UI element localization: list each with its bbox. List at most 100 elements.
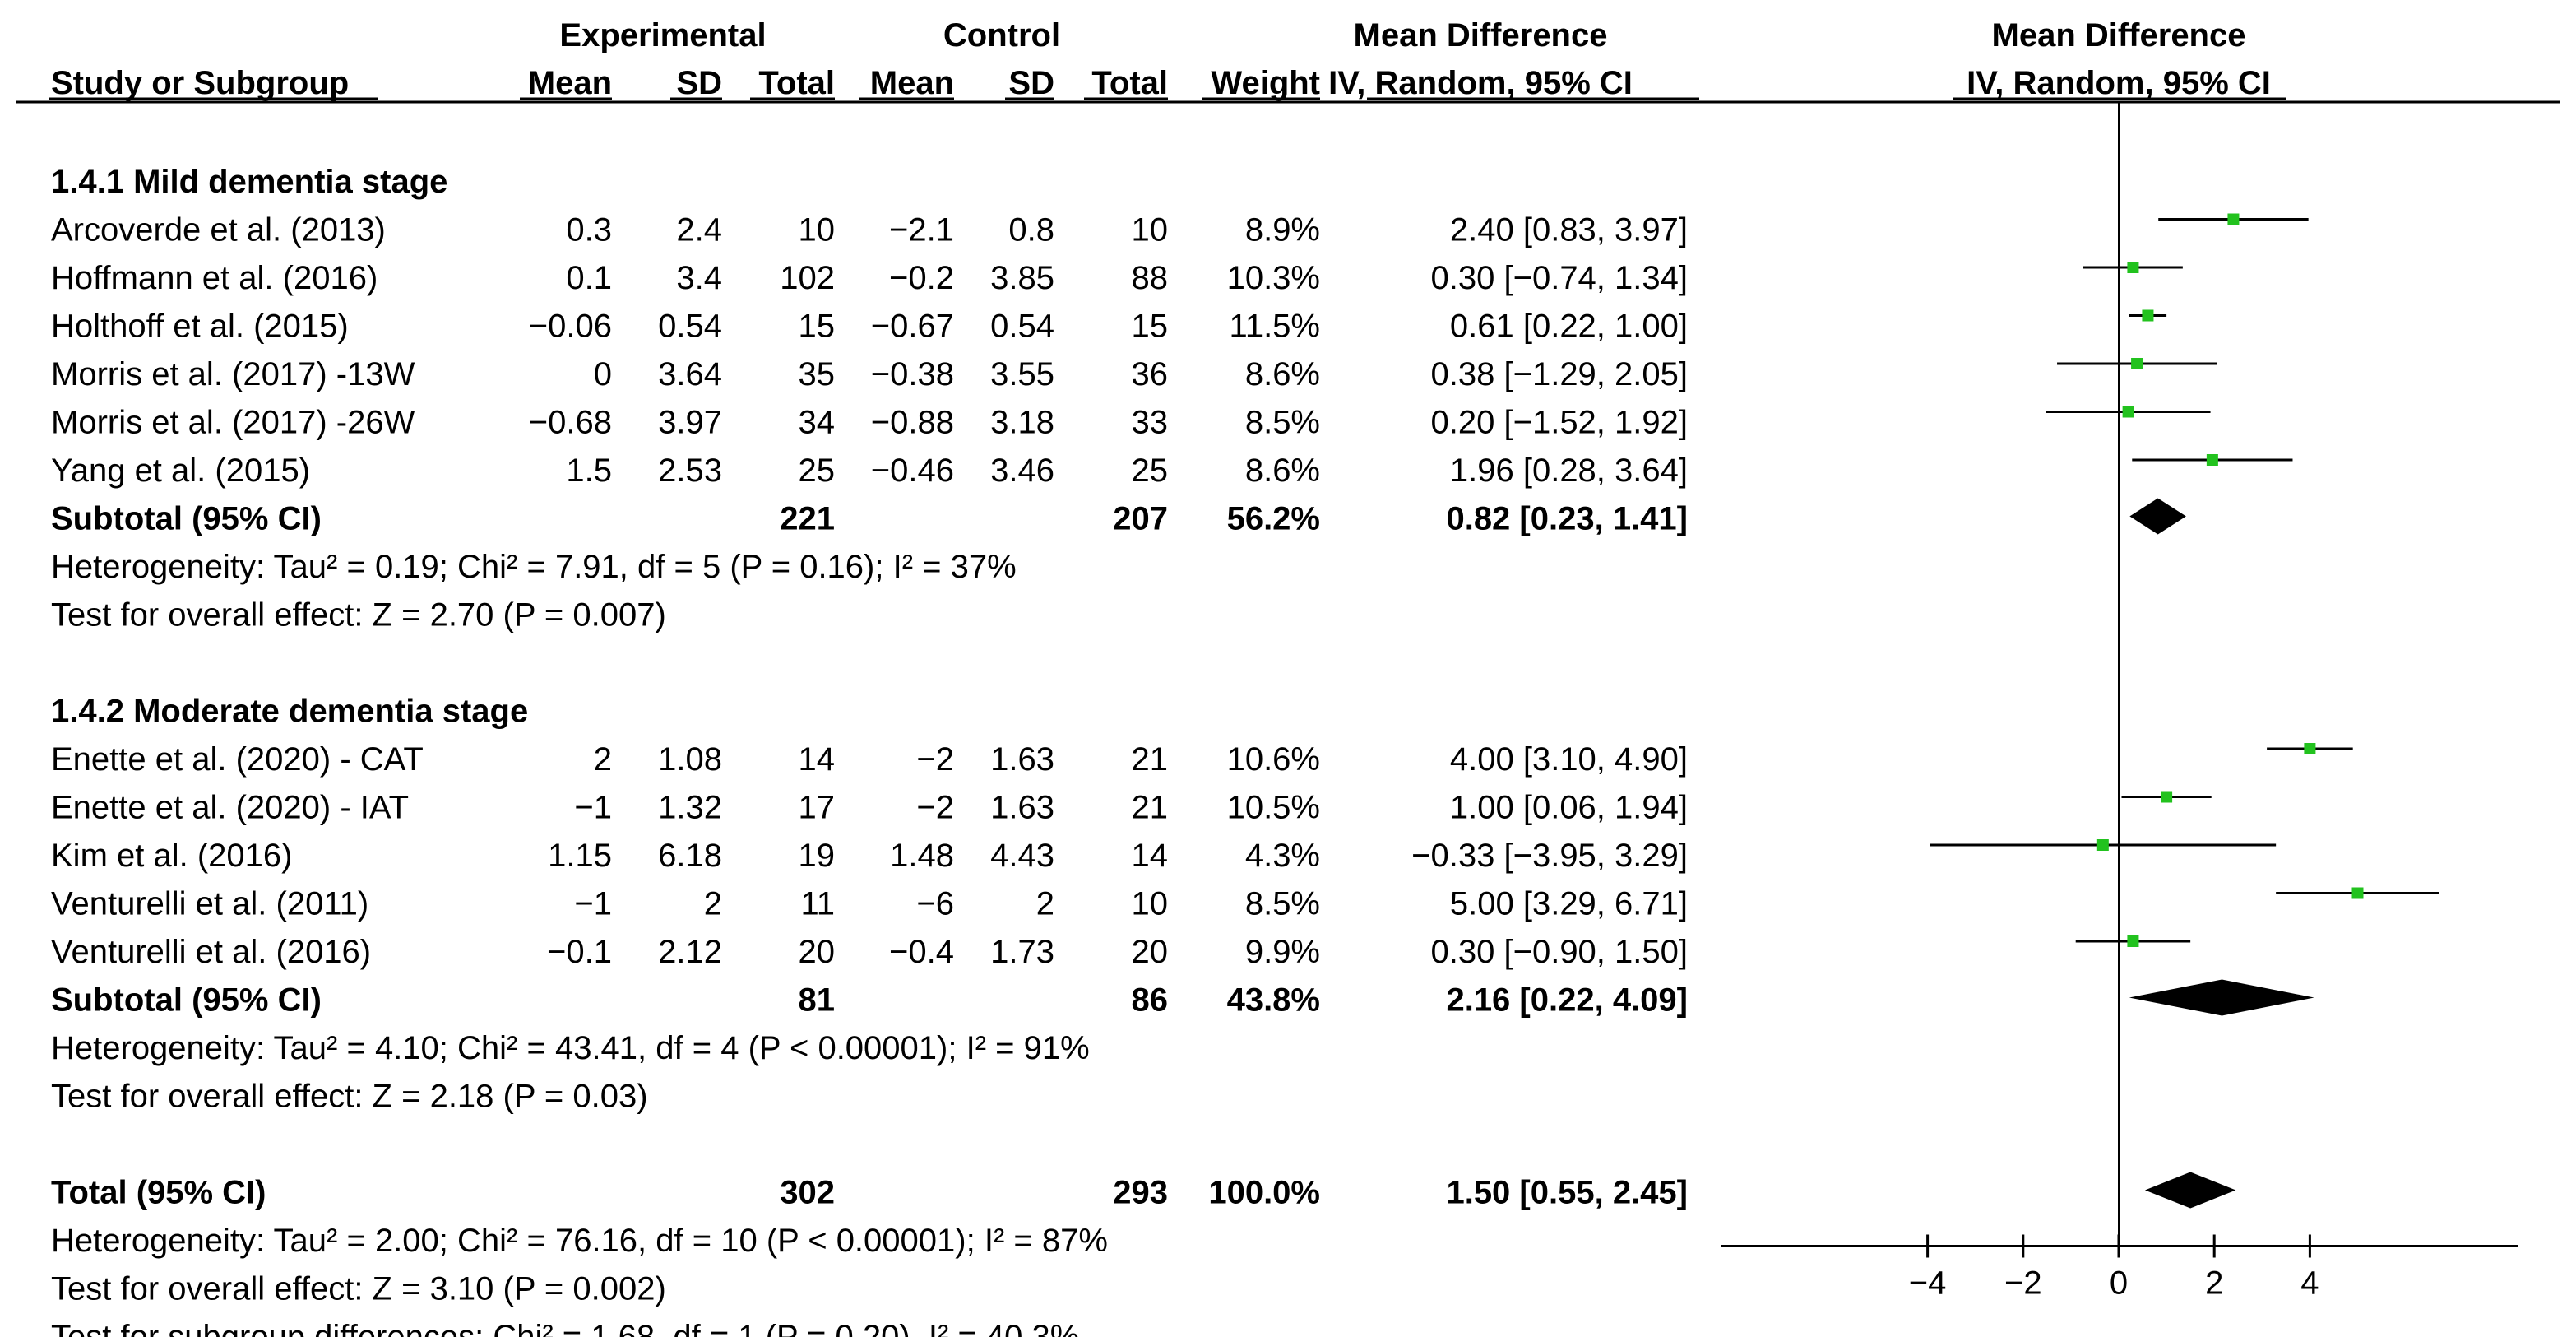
header-control: Control [943, 17, 1060, 53]
subtotal-exp-total: 81 [799, 982, 836, 1019]
header-exp-total: Total [758, 65, 835, 101]
exp-mean: −1 [574, 790, 612, 826]
ctrl-sd: 0.8 [1008, 212, 1054, 248]
subgroup-heterogeneity: Heterogeneity: Tau² = 0.19; Chi² = 7.91,… [51, 549, 1017, 585]
subtotal-ctrl-total: 86 [1132, 982, 1169, 1019]
ctrl-mean: −0.67 [871, 309, 954, 345]
subtotal-ctrl-total: 207 [1113, 501, 1168, 537]
study-name: Morris et al. (2017) -26W [51, 405, 415, 441]
study-ci: 0.38 [−1.29, 2.05] [1431, 356, 1688, 392]
header-ctrl-total: Total [1091, 65, 1168, 101]
ctrl-sd: 2 [1036, 886, 1054, 922]
x-tick-label: 0 [2110, 1265, 2128, 1302]
header-weight: Weight [1211, 65, 1320, 101]
total-diamond [2144, 1172, 2236, 1209]
study-weight: 4.3% [1245, 838, 1320, 874]
ctrl-total: 33 [1132, 405, 1169, 441]
header-md-method: IV, Random, 95% CI [1328, 65, 1633, 101]
total-weight: 100.0% [1208, 1175, 1320, 1211]
study-weight: 8.5% [1245, 886, 1320, 922]
header-exp-sd: SD [676, 65, 722, 101]
study-ci: 1.00 [0.06, 1.94] [1450, 790, 1688, 826]
subtotal-diamond [2129, 979, 2314, 1016]
total-exp-total: 302 [780, 1175, 835, 1211]
study-weight: 8.6% [1245, 453, 1320, 489]
header-plot-method: IV, Random, 95% CI [1967, 65, 2271, 101]
exp-mean: −0.68 [529, 405, 612, 441]
ctrl-mean: −2 [916, 790, 954, 826]
x-tick-label: 4 [2300, 1265, 2319, 1302]
study-weight: 8.9% [1245, 212, 1320, 248]
ctrl-mean: −0.88 [871, 405, 954, 441]
exp-sd: 2.12 [658, 934, 722, 970]
footer-note-2: Test for overall effect: Z = 3.10 (P = 0… [51, 1271, 666, 1307]
footer-note-3: Test for subgroup differences: Chi² = 1.… [51, 1319, 1079, 1337]
ctrl-mean: −0.4 [889, 934, 954, 970]
header-mean-difference: Mean Difference [1354, 17, 1608, 53]
study-weight: 10.5% [1227, 790, 1320, 826]
exp-total: 102 [780, 260, 835, 296]
ctrl-sd: 3.55 [990, 356, 1054, 392]
exp-total: 20 [799, 934, 836, 970]
effect-marker [2227, 213, 2240, 225]
effect-marker [2161, 791, 2173, 803]
study-ci: 4.00 [3.10, 4.90] [1450, 741, 1688, 778]
subgroup-label: 1.4.1 Mild dementia stage [51, 164, 447, 200]
exp-mean: −1 [574, 886, 612, 922]
study-weight: 9.9% [1245, 934, 1320, 970]
study-name: Kim et al. (2016) [51, 838, 292, 874]
exp-total: 10 [799, 212, 836, 248]
footer-note-1: Heterogeneity: Tau² = 2.00; Chi² = 76.16… [51, 1223, 1108, 1259]
study-weight: 8.6% [1245, 356, 1320, 392]
ctrl-total: 10 [1132, 212, 1169, 248]
ctrl-sd: 3.18 [990, 405, 1054, 441]
header-plot-title: Mean Difference [1992, 17, 2246, 53]
ctrl-total: 88 [1132, 260, 1169, 296]
ctrl-sd: 3.46 [990, 453, 1054, 489]
exp-mean: 1.5 [566, 453, 612, 489]
ctrl-mean: −0.46 [871, 453, 954, 489]
subtotal-weight: 56.2% [1227, 501, 1320, 537]
study-weight: 10.6% [1227, 741, 1320, 778]
study-name: Venturelli et al. (2011) [51, 886, 368, 922]
ctrl-mean: −2 [916, 741, 954, 778]
ctrl-sd: 0.54 [990, 309, 1054, 345]
effect-marker [2127, 935, 2139, 947]
exp-sd: 3.97 [658, 405, 722, 441]
subtotal-weight: 43.8% [1227, 982, 1320, 1019]
ctrl-total: 14 [1132, 838, 1169, 874]
effect-marker [2131, 358, 2143, 369]
study-name: Hoffmann et al. (2016) [51, 260, 378, 296]
subtotal-diamond [2129, 498, 2186, 535]
exp-sd: 2.53 [658, 453, 722, 489]
header-ctrl-sd: SD [1008, 65, 1054, 101]
exp-mean: −0.06 [529, 309, 612, 345]
exp-mean: 0.1 [566, 260, 612, 296]
ctrl-sd: 4.43 [990, 838, 1054, 874]
ctrl-total: 21 [1132, 741, 1169, 778]
exp-sd: 2.4 [676, 212, 722, 248]
subgroup-label: 1.4.2 Moderate dementia stage [51, 694, 528, 730]
exp-sd: 6.18 [658, 838, 722, 874]
subgroup-overall-effect: Test for overall effect: Z = 2.70 (P = 0… [51, 597, 666, 634]
effect-marker [2142, 309, 2154, 322]
exp-mean: 0.3 [566, 212, 612, 248]
effect-marker [2122, 406, 2134, 418]
ctrl-mean: 1.48 [890, 838, 954, 874]
subtotal-ci: 0.82 [0.23, 1.41] [1446, 501, 1688, 537]
x-tick-label: 2 [2205, 1265, 2223, 1302]
total-label: Total (95% CI) [51, 1175, 266, 1211]
exp-sd: 3.64 [658, 356, 722, 392]
study-ci: 0.30 [−0.90, 1.50] [1431, 934, 1688, 970]
ctrl-sd: 3.85 [990, 260, 1054, 296]
study-ci: 2.40 [0.83, 3.97] [1450, 212, 1688, 248]
header-exp-mean: Mean [528, 65, 612, 101]
study-ci: 5.00 [3.29, 6.71] [1450, 886, 1688, 922]
subgroup-overall-effect: Test for overall effect: Z = 2.18 (P = 0… [51, 1079, 648, 1115]
ctrl-total: 25 [1132, 453, 1169, 489]
ctrl-mean: −2.1 [889, 212, 954, 248]
ctrl-sd: 1.73 [990, 934, 1054, 970]
study-weight: 8.5% [1245, 405, 1320, 441]
header-ctrl-mean: Mean [870, 65, 954, 101]
